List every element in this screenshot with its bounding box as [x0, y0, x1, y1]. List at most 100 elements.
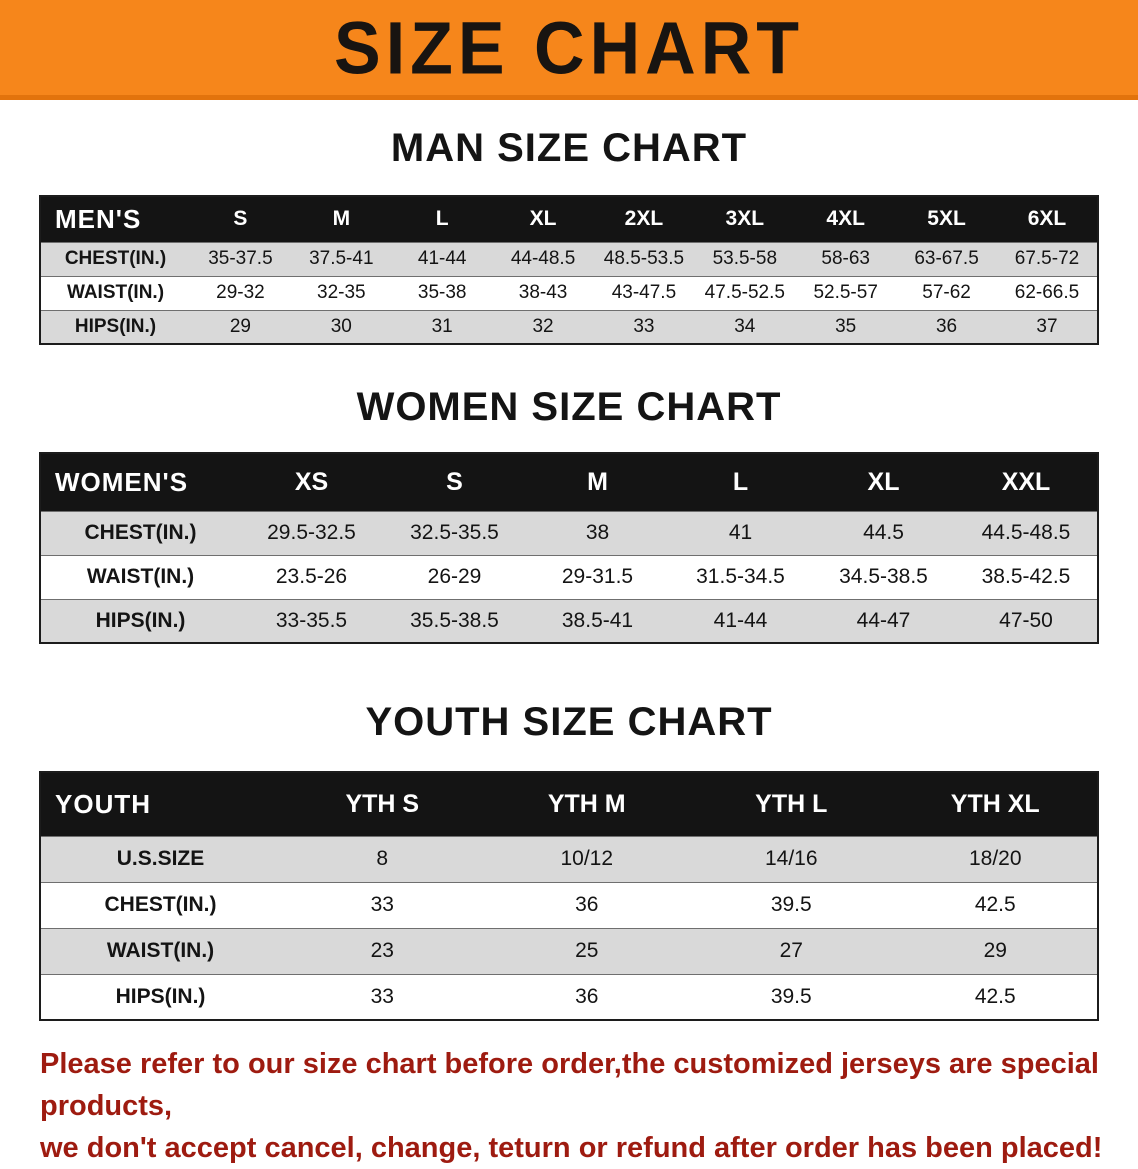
column-header: YTH L	[689, 772, 894, 836]
size-value: 41-44	[669, 598, 812, 643]
size-value: 32	[492, 309, 594, 344]
footer-line-2: we don't accept cancel, change, teturn o…	[40, 1132, 1103, 1165]
size-table: WOMEN'S XS S M L XL XXL CHEST(IN.) 29.5-32.5 32.…	[39, 452, 1099, 644]
size-value: 48.5-53.5	[593, 241, 695, 276]
section-title: MAN SIZE CHART	[390, 126, 748, 170]
size-value: 35-38	[391, 275, 493, 310]
column-header: 6XL	[997, 196, 1098, 242]
table-row: WAIST(IN.) 23.5-26 26-29 29-31.5 31.5-34.5 34…	[40, 554, 1098, 599]
size-value: 30	[290, 309, 392, 344]
column-header: M	[290, 196, 392, 242]
size-value: 27	[689, 927, 894, 974]
size-value: 47-50	[955, 598, 1098, 643]
size-value: 36	[896, 309, 997, 344]
size-value: 58-63	[795, 241, 897, 276]
column-header: 4XL	[795, 196, 897, 242]
size-value: 44-48.5	[492, 241, 594, 276]
row-label: WAIST(IN.)	[40, 927, 280, 974]
column-header: YTH S	[280, 772, 485, 836]
table-header-row: WOMEN'S XS S M L XL XXL	[40, 453, 1098, 511]
size-value: 44.5	[812, 510, 955, 555]
row-label: HIPS(IN.)	[40, 973, 280, 1020]
column-header: 3XL	[694, 196, 796, 242]
row-label: WAIST(IN.)	[40, 275, 190, 310]
size-value: 35	[795, 309, 897, 344]
size-value: 29-32	[190, 275, 291, 310]
row-label: U.S.SIZE	[40, 835, 280, 882]
size-value: 63-67.5	[896, 241, 997, 276]
size-value: 38.5-41	[526, 598, 669, 643]
column-header: L	[669, 453, 812, 511]
table-row: HIPS(IN.) 33-35.5 35.5-38.5 38.5-41 41-44 44-…	[40, 598, 1098, 643]
size-value: 39.5	[689, 973, 894, 1020]
size-value: 42.5	[893, 973, 1098, 1020]
table-row: HIPS(IN.) 29 30 31 32 33 34 35 36 37	[40, 309, 1098, 344]
size-value: 31	[391, 309, 493, 344]
section-title: YOUTH SIZE CHART	[365, 700, 773, 744]
size-value: 36	[484, 973, 689, 1020]
table-row: U.S.SIZE 8 10/12 14/16 18/20	[40, 835, 1098, 882]
size-chart-section: WOMEN SIZE CHART WOMEN'S XS S M L XL XXL CHEST…	[0, 385, 1138, 644]
size-value: 10/12	[484, 835, 689, 882]
table-header-label: YOUTH	[40, 772, 280, 836]
size-value: 34.5-38.5	[812, 554, 955, 599]
size-value: 35.5-38.5	[383, 598, 526, 643]
size-value: 33	[280, 973, 485, 1020]
table-row: CHEST(IN.) 33 36 39.5 42.5	[40, 881, 1098, 928]
size-value: 25	[484, 927, 689, 974]
column-header: YTH M	[484, 772, 689, 836]
size-value: 37	[997, 309, 1098, 344]
table-row: WAIST(IN.) 23 25 27 29	[40, 927, 1098, 974]
size-value: 32.5-35.5	[383, 510, 526, 555]
table-row: WAIST(IN.) 29-32 32-35 35-38 38-43 43-47.5 47.…	[40, 275, 1098, 310]
size-value: 36	[484, 881, 689, 928]
size-value: 23	[280, 927, 485, 974]
size-value: 43-47.5	[593, 275, 695, 310]
table-row: CHEST(IN.) 35-37.5 37.5-41 41-44 44-48.5 48.5…	[40, 241, 1098, 276]
size-chart-section: MAN SIZE CHART MEN'S S M L XL 2XL 3XL 4XL 5XL 6XL…	[0, 126, 1138, 345]
column-header: XL	[492, 196, 594, 242]
size-value: 33-35.5	[240, 598, 383, 643]
size-value: 18/20	[893, 835, 1098, 882]
column-header: S	[190, 196, 291, 242]
size-value: 34	[694, 309, 796, 344]
table-header-row: MEN'S S M L XL 2XL 3XL 4XL 5XL 6XL	[40, 196, 1098, 242]
row-label: CHEST(IN.)	[40, 510, 240, 555]
size-value: 42.5	[893, 881, 1098, 928]
table-header-row: YOUTH YTH S YTH M YTH L YTH XL	[40, 772, 1098, 836]
column-header: 2XL	[593, 196, 695, 242]
column-header: YTH XL	[893, 772, 1098, 836]
table-header-label: MEN'S	[40, 196, 190, 242]
size-value: 29.5-32.5	[240, 510, 383, 555]
size-value: 39.5	[689, 881, 894, 928]
column-header: 5XL	[896, 196, 997, 242]
footer-note: Please refer to our size chart before or…	[40, 1043, 1138, 1169]
size-value: 41-44	[391, 241, 493, 276]
size-chart-banner: SIZE CHART	[0, 0, 1138, 100]
size-value: 33	[280, 881, 485, 928]
size-value: 35-37.5	[190, 241, 291, 276]
size-value: 31.5-34.5	[669, 554, 812, 599]
column-header: XL	[812, 453, 955, 511]
row-label: CHEST(IN.)	[40, 881, 280, 928]
size-value: 8	[280, 835, 485, 882]
footer-line-1: Please refer to our size chart before or…	[40, 1048, 1099, 1123]
column-header: L	[391, 196, 493, 242]
table-row: HIPS(IN.) 33 36 39.5 42.5	[40, 973, 1098, 1020]
size-value: 26-29	[383, 554, 526, 599]
size-value: 23.5-26	[240, 554, 383, 599]
size-value: 52.5-57	[795, 275, 897, 310]
size-value: 29-31.5	[526, 554, 669, 599]
column-header: XXL	[955, 453, 1098, 511]
size-value: 33	[593, 309, 695, 344]
size-value: 38-43	[492, 275, 594, 310]
size-value: 57-62	[896, 275, 997, 310]
size-value: 14/16	[689, 835, 894, 882]
row-label: HIPS(IN.)	[40, 309, 190, 344]
size-value: 29	[893, 927, 1098, 974]
section-title: WOMEN SIZE CHART	[356, 385, 782, 429]
column-header: S	[383, 453, 526, 511]
size-value: 44-47	[812, 598, 955, 643]
size-value: 41	[669, 510, 812, 555]
size-value: 53.5-58	[694, 241, 796, 276]
